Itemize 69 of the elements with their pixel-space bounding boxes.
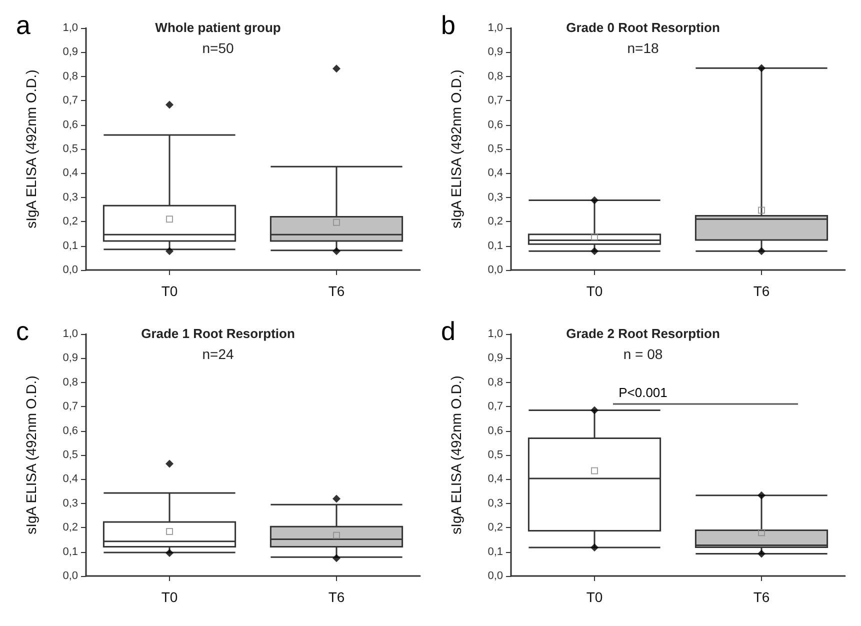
text: n=24 [202, 346, 234, 362]
y-tick-label: 1,0 [62, 22, 78, 34]
y-tick-label: 0,7 [62, 400, 78, 413]
y-tick-label: 0,9 [488, 352, 503, 364]
y-tick-label: 0,0 [488, 264, 503, 276]
y-tick-label: 0,0 [488, 570, 503, 582]
y-tick-label: 0,4 [488, 473, 503, 486]
y-tick-label: 1,0 [488, 328, 503, 340]
y-tick-label: 0,8 [488, 70, 503, 82]
chart-title: Grade 2 Root Resorption [566, 326, 720, 341]
y-axis-title: sIgA ELISA (492nm O.D.) [448, 70, 464, 228]
y-tick-label: 0,7 [488, 400, 503, 413]
text: a [16, 10, 31, 40]
y-tick-label: 0,2 [488, 216, 503, 228]
y-tick-label: 0,3 [488, 497, 503, 510]
y-tick-label: 0,1 [488, 546, 503, 558]
y-tick-label: 0,4 [62, 167, 78, 180]
y-tick-label: 0,2 [62, 522, 78, 534]
y-tick-label: 0,5 [488, 143, 503, 155]
x-tick-label: T6 [328, 589, 345, 605]
text: n=18 [627, 40, 659, 56]
chart-title: Grade 1 Root Resorption [141, 326, 295, 341]
x-tick-label: T0 [161, 283, 178, 299]
text: c [16, 316, 29, 346]
y-tick-label: 0,3 [488, 191, 503, 204]
y-tick-label: 0,8 [62, 376, 78, 388]
y-tick-label: 0,8 [62, 70, 78, 82]
x-tick-label: T0 [161, 589, 178, 605]
y-tick-label: 0,3 [62, 497, 78, 510]
y-tick-label: 0,4 [62, 473, 78, 486]
y-tick-label: 0,3 [62, 191, 78, 204]
y-tick-label: 0,0 [62, 264, 78, 276]
y-tick-label: 0,9 [488, 46, 503, 58]
y-tick-label: 0,6 [62, 424, 78, 437]
y-tick-label: 0,9 [62, 46, 78, 58]
x-tick-label: T6 [753, 283, 770, 299]
y-axis-title: sIgA ELISA (492nm O.D.) [448, 376, 464, 534]
y-tick-label: 0,2 [488, 522, 503, 534]
y-tick-label: 0,0 [62, 570, 78, 582]
y-tick-label: 1,0 [488, 22, 503, 34]
x-tick-label: T6 [328, 283, 345, 299]
y-tick-label: 0,9 [62, 352, 78, 364]
text: d [441, 316, 456, 346]
y-tick-label: 0,7 [62, 94, 78, 107]
chart-title: Whole patient group [155, 20, 281, 35]
y-tick-label: 0,5 [62, 143, 78, 155]
y-tick-label: 0,6 [62, 118, 78, 131]
x-tick-label: T0 [586, 589, 603, 605]
y-tick-label: 0,4 [488, 167, 503, 180]
y-tick-label: 0,7 [488, 94, 503, 107]
text: b [441, 10, 456, 40]
y-axis-title: sIgA ELISA (492nm O.D.) [23, 70, 39, 228]
y-tick-label: 0,1 [62, 546, 78, 558]
y-tick-label: 0,2 [62, 216, 78, 228]
chart-title: Grade 0 Root Resorption [566, 20, 720, 35]
y-axis-title: sIgA ELISA (492nm O.D.) [23, 376, 39, 534]
x-tick-label: T6 [753, 589, 770, 605]
y-tick-label: 0,6 [488, 118, 503, 131]
y-tick-label: 0,8 [488, 376, 503, 388]
y-tick-label: 0,5 [62, 449, 78, 461]
y-tick-label: 0,6 [488, 424, 503, 437]
x-tick-label: T0 [586, 283, 603, 299]
y-tick-label: 0,5 [488, 449, 503, 461]
text: n=50 [202, 40, 234, 56]
annotation: P<0.001 [618, 385, 668, 400]
text: n = 08 [623, 346, 663, 362]
y-tick-label: 0,1 [488, 240, 503, 252]
y-tick-label: 1,0 [62, 328, 78, 340]
y-tick-label: 0,1 [62, 240, 78, 252]
